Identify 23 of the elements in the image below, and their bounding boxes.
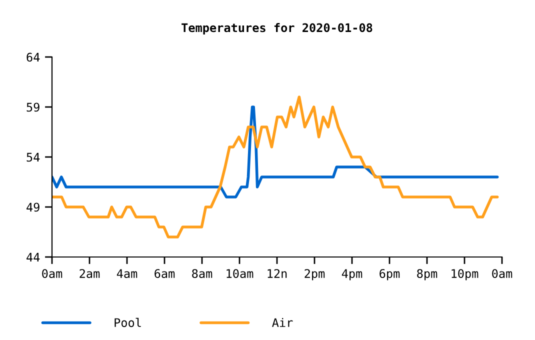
x-tick-label: 2am bbox=[80, 269, 100, 278]
x-tick-label: 12n bbox=[268, 269, 287, 278]
x-tick-label: 4am bbox=[116, 269, 138, 278]
y-tick-label: 54 bbox=[26, 152, 40, 162]
x-tick-label: 10am bbox=[226, 269, 254, 278]
legend-label: Air bbox=[272, 318, 293, 327]
x-tick-label: 8am bbox=[192, 269, 212, 278]
legend-label: Pool bbox=[114, 318, 141, 328]
x-tick-label: 2pm bbox=[304, 269, 325, 280]
y-tick-label: 59 bbox=[26, 102, 40, 112]
x-tick-label: 0am bbox=[42, 269, 62, 278]
x-tick-label: 10pm bbox=[452, 269, 478, 280]
x-tick-label: 6pm bbox=[380, 269, 400, 280]
x-tick-label: 6am bbox=[154, 269, 175, 278]
line-series bbox=[52, 106, 499, 198]
x-tick-label: 0am bbox=[492, 269, 512, 278]
x-tick-label: 4pm bbox=[342, 269, 362, 280]
chart-title: Temperatures for 2020-01-08 bbox=[182, 23, 372, 34]
y-tick-label: 64 bbox=[26, 52, 40, 62]
line-series bbox=[52, 96, 499, 238]
x-tick-label: 8pm bbox=[417, 269, 438, 280]
y-tick-label: 49 bbox=[26, 202, 40, 212]
y-tick-label: 44 bbox=[26, 252, 40, 262]
